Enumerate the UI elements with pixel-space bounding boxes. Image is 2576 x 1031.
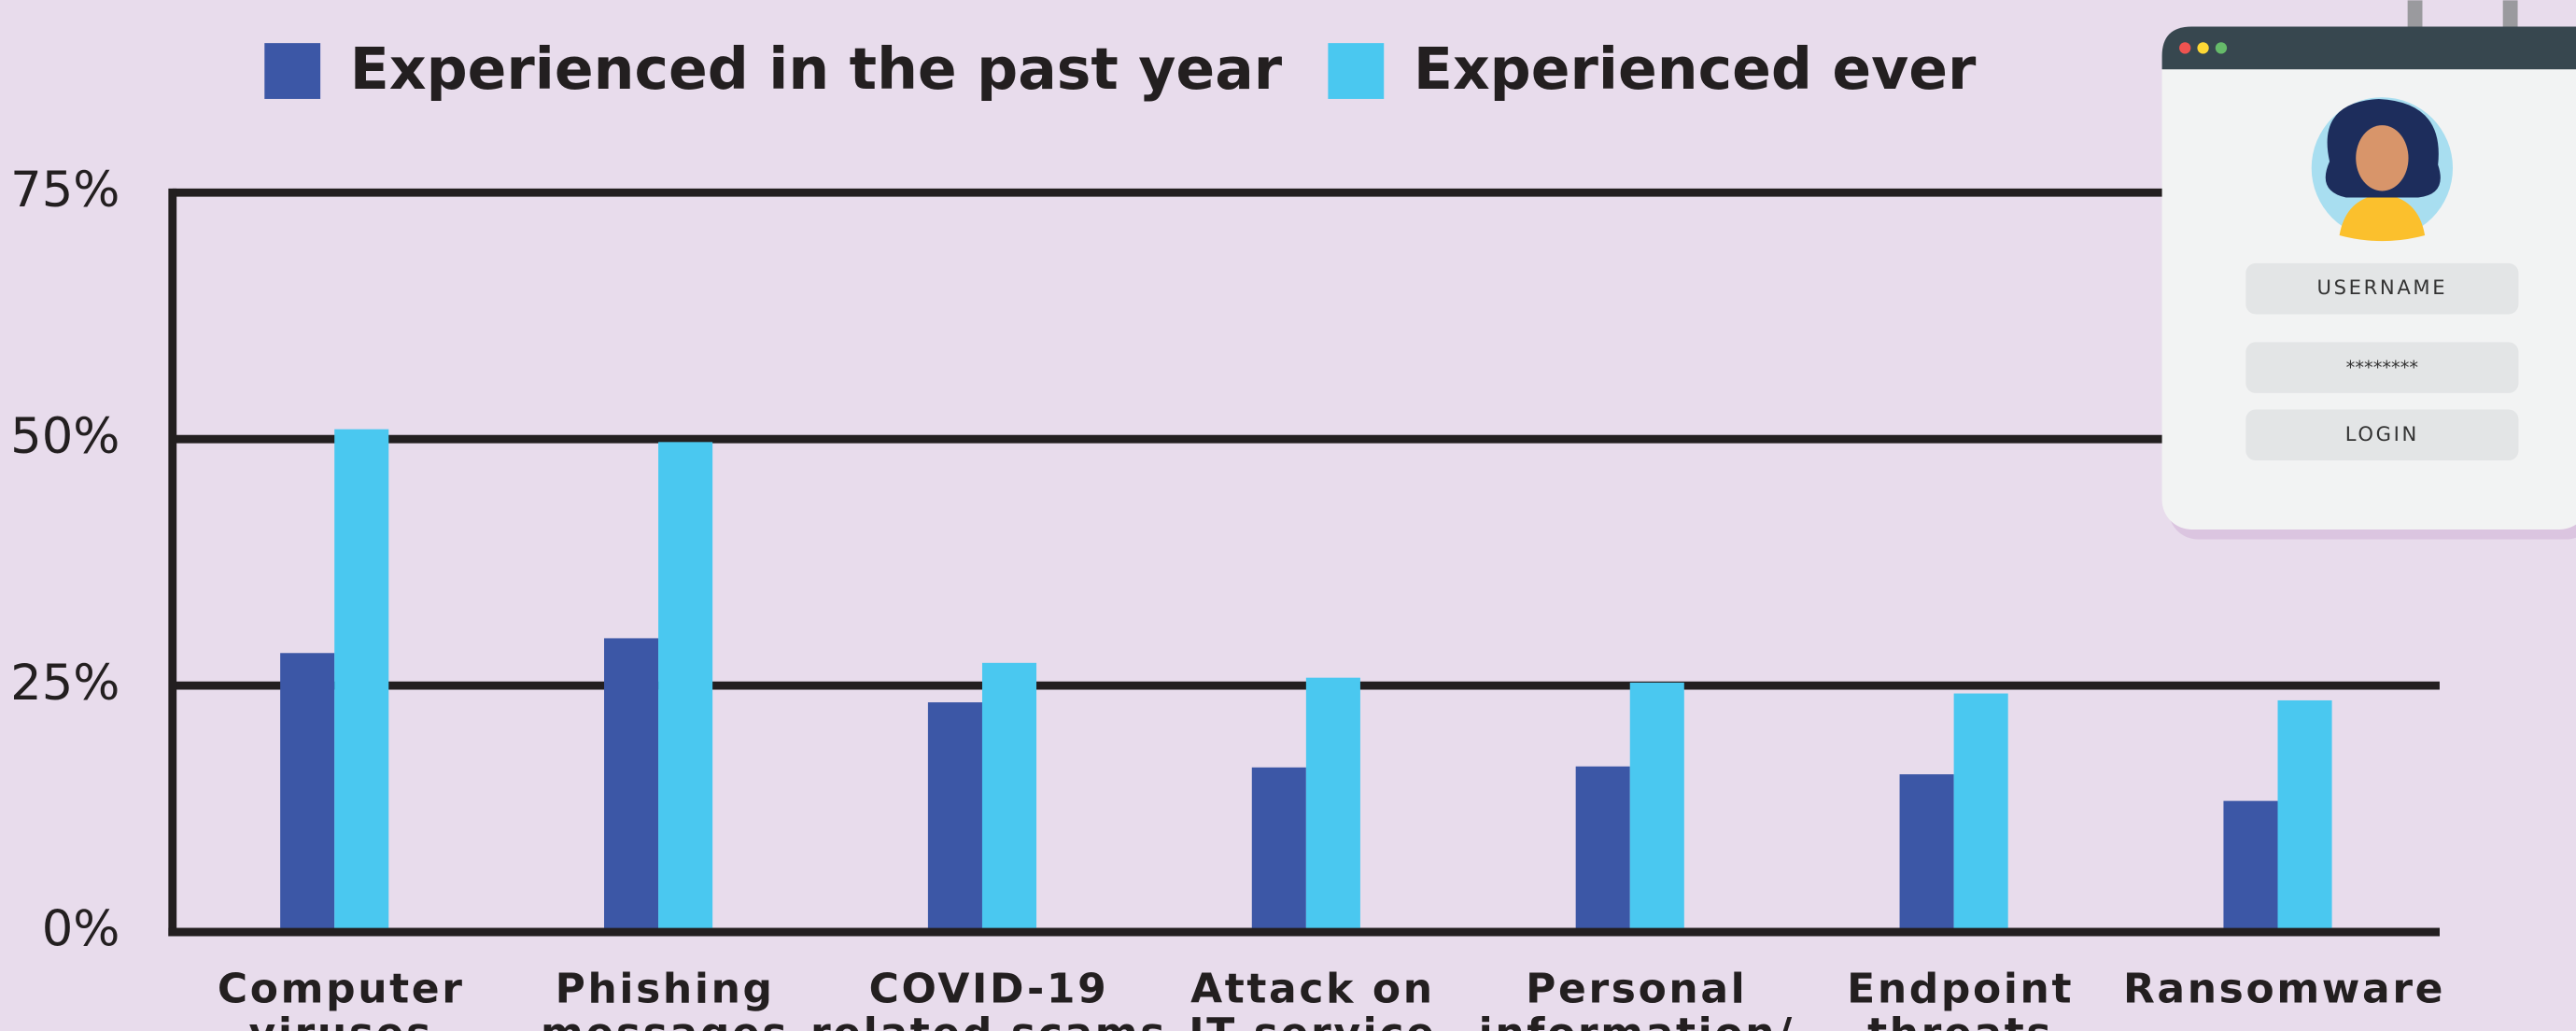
- x-tick-label: messages: [541, 1010, 789, 1031]
- y-tick-label: 50%: [10, 408, 120, 465]
- bar: [1575, 766, 1630, 933]
- dot: [2197, 42, 2209, 54]
- bar: [927, 702, 982, 933]
- card-titlebar: [2161, 26, 2576, 70]
- avatar-face: [2356, 125, 2409, 191]
- x-tick-label: Attack on: [1190, 965, 1435, 1012]
- x-tick-label: Phishing: [556, 965, 775, 1012]
- bar: [2223, 800, 2278, 933]
- bar: [280, 653, 335, 933]
- login-label: LOGIN: [2345, 422, 2419, 445]
- x-tick-label: Endpoint: [1847, 965, 2074, 1012]
- dot: [2179, 42, 2191, 54]
- legend-label: Experienced ever: [1414, 35, 1977, 103]
- x-tick-label: Personal: [1526, 965, 1747, 1012]
- dot: [2215, 42, 2228, 54]
- bar: [981, 662, 1037, 933]
- bar: [604, 638, 659, 933]
- username-field[interactable]: [2245, 262, 2519, 315]
- x-tick-label: Ransomware: [2123, 965, 2445, 1012]
- x-tick-label: information/: [1479, 1010, 1795, 1031]
- y-tick-label: 25%: [10, 655, 120, 712]
- bar: [1629, 682, 1684, 933]
- avatar-body: [2339, 194, 2426, 242]
- bar: [1899, 774, 1954, 933]
- x-tick-label: threats: [1867, 1010, 2053, 1031]
- username-label: USERNAME: [2316, 275, 2447, 299]
- bar: [1251, 767, 1306, 933]
- legend-label: Experienced in the past year: [350, 35, 1283, 103]
- plot: Experienced in the past year Experienced …: [10, 35, 2445, 1031]
- bar: [2277, 699, 2332, 933]
- x-tick-label: Computer: [218, 965, 465, 1012]
- login-button[interactable]: [2245, 409, 2519, 461]
- password-label: ********: [2346, 357, 2419, 378]
- y-tick-label: 0%: [42, 901, 120, 958]
- bar: [1305, 677, 1360, 933]
- bar: [1953, 693, 2008, 933]
- y-tick-label: 75%: [10, 162, 120, 219]
- legend-swatch: [264, 43, 321, 99]
- x-tick-label: COVID-19: [869, 965, 1109, 1012]
- x-tick-label: IT service: [1189, 1010, 1436, 1031]
- x-tick-label: related scams: [810, 1010, 1167, 1031]
- bar: [658, 442, 713, 933]
- bar: [334, 429, 389, 933]
- x-tick-label: viruses: [249, 1010, 433, 1031]
- password-field[interactable]: [2245, 342, 2519, 393]
- login-card: USERNAME ******** LOGIN: [2161, 0, 2576, 540]
- legend-swatch: [1328, 43, 1385, 99]
